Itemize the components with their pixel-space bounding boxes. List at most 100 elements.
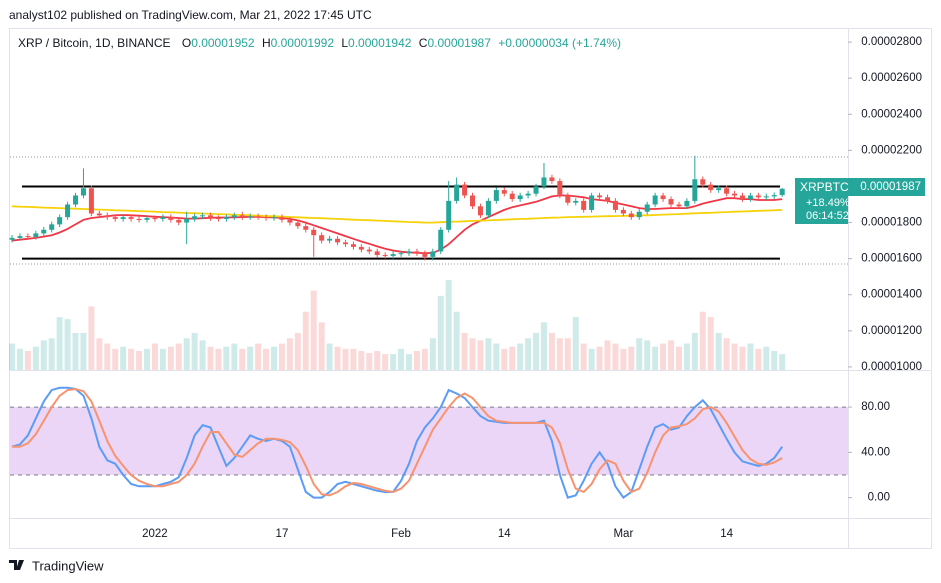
candle-body: [446, 200, 452, 230]
candle-body: [80, 188, 86, 196]
x-tick-label: 17: [276, 528, 289, 540]
volume-bar: [723, 338, 730, 370]
candle-body: [406, 251, 412, 254]
candle-body: [732, 193, 738, 196]
candle-body: [493, 190, 499, 201]
volume-bar: [358, 350, 365, 370]
candle-body: [660, 195, 666, 200]
volume-bar: [453, 311, 460, 370]
volume-bar: [564, 338, 571, 370]
volume-bar: [342, 348, 349, 370]
candle-body: [565, 195, 571, 203]
candle-body: [223, 217, 229, 219]
volume-bar: [263, 348, 270, 370]
volume-bar: [540, 322, 547, 370]
candle-body: [573, 200, 579, 203]
y-tick-label: 0.00001000: [861, 361, 922, 373]
candle-body: [208, 215, 213, 219]
volume-bar: [207, 346, 214, 370]
candle-body: [168, 217, 174, 220]
volume-bar: [112, 348, 119, 370]
volume-bar: [683, 343, 690, 370]
price-tag-extra: [795, 196, 848, 224]
candle-body: [422, 253, 428, 257]
candle-body: [366, 249, 372, 252]
ohlc-value: 0.00001942: [348, 36, 412, 50]
volume-bar: [556, 338, 563, 370]
candle-body: [739, 195, 745, 200]
volume-bar: [469, 338, 476, 370]
candle-body: [398, 253, 404, 255]
volume-bar: [191, 332, 198, 370]
volume-bar: [604, 340, 611, 370]
volume-bar: [628, 346, 635, 370]
volume-bar: [310, 290, 317, 370]
candle-body: [33, 233, 39, 237]
volume-bar: [588, 348, 595, 370]
candle-body: [65, 204, 71, 218]
volume-bar: [40, 340, 47, 370]
tag-symbol: XRPBTC: [800, 180, 849, 194]
candle-body: [104, 215, 110, 218]
candle-body: [763, 196, 769, 198]
y-tick-label: 0.00001400: [861, 289, 922, 301]
candle-body: [541, 177, 547, 187]
volume-bar: [779, 354, 786, 370]
candle-body: [303, 226, 309, 230]
candle-body: [25, 236, 31, 238]
candle-body: [779, 188, 785, 196]
candle-body: [462, 184, 468, 196]
candle-body: [9, 237, 15, 240]
volume-bar: [366, 353, 373, 370]
volume-bar: [239, 348, 246, 370]
volume-bar: [80, 332, 87, 370]
y-tick-label: 0.00002800: [861, 36, 922, 48]
volume-bar: [755, 348, 762, 370]
candle-body: [279, 217, 285, 220]
moving-average: [11, 205, 783, 224]
volume-bar: [278, 343, 285, 370]
candle-body: [414, 251, 420, 254]
candle-body: [287, 219, 293, 223]
symbol-legend: XRP / Bitcoin, 1D, BINANCE O0.00001952 H…: [18, 36, 621, 50]
candle-body: [311, 229, 317, 236]
y-tick-label: 0.00002200: [861, 144, 922, 156]
volume-bar: [437, 295, 444, 370]
candle-body: [192, 216, 198, 219]
y-tick-label: 0.00001800: [861, 217, 922, 229]
x-tick-label: 2022: [142, 528, 168, 540]
candle-body: [358, 246, 364, 250]
volume-bar: [398, 348, 405, 370]
footer-brand: TradingView: [32, 559, 104, 574]
volume-bar: [183, 338, 190, 370]
volume-bar: [271, 346, 278, 370]
moving-average: [11, 194, 783, 255]
volume-bar: [509, 346, 516, 370]
volume-bar: [485, 338, 492, 370]
volume-bar: [660, 343, 667, 370]
candle-body: [755, 195, 761, 198]
volume-bar: [548, 332, 555, 370]
candle-body: [184, 218, 190, 223]
x-tick-label: 14: [498, 528, 511, 540]
y-tick-label: 0.00002400: [861, 108, 922, 120]
volume-bar: [747, 343, 754, 370]
candle-body: [231, 215, 237, 218]
candle-body: [628, 213, 634, 218]
volume-bar: [159, 348, 166, 370]
volume-bar: [572, 317, 579, 370]
volume-bar: [143, 348, 150, 370]
candle-body: [120, 217, 126, 219]
chart-frame: [9, 28, 932, 549]
candle-body: [271, 217, 277, 219]
candle-body: [581, 200, 587, 210]
volume-bar: [96, 338, 103, 370]
candle-body: [73, 195, 79, 205]
volume-bar: [612, 343, 619, 370]
change: +0.00000034 (+1.74%): [498, 36, 621, 50]
volume-bar: [136, 350, 143, 370]
volume-bar: [461, 332, 468, 370]
band: [10, 407, 848, 475]
candle-body: [215, 218, 221, 220]
